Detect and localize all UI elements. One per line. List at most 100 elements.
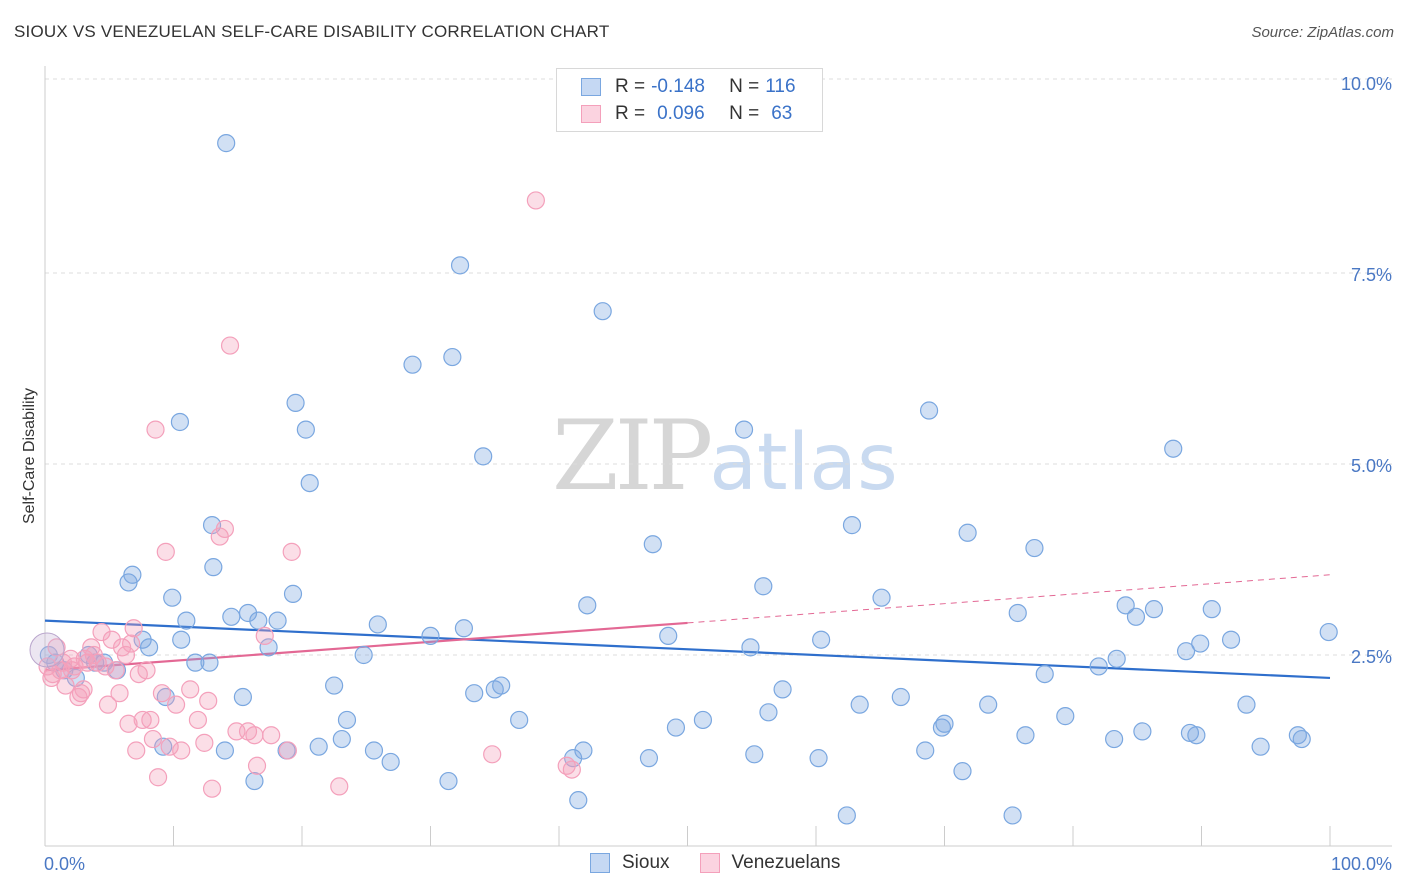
- point-sioux: [842, 516, 862, 535]
- point-venezuelans: [110, 684, 129, 703]
- series-legend: Sioux Venezuelans: [590, 852, 870, 874]
- point-sioux: [421, 626, 440, 646]
- tick-labels: 2.5% 5.0% 7.5% 10.0% 0.0% 100.0%: [44, 74, 1392, 874]
- point-sioux: [1221, 630, 1241, 649]
- point-sioux: [296, 420, 315, 439]
- point-sioux: [734, 420, 754, 439]
- point-sioux: [403, 355, 422, 374]
- chart-source: Source: ZipAtlas.com: [1251, 24, 1394, 41]
- point-sioux: [154, 737, 173, 756]
- point-sioux: [200, 653, 219, 672]
- point-venezuelans: [220, 336, 240, 355]
- point-sioux: [300, 474, 319, 493]
- point-sioux: [163, 588, 182, 607]
- point-sioux: [872, 588, 891, 607]
- point-venezuelans: [282, 542, 301, 561]
- data-points: [29, 134, 1338, 825]
- point-venezuelans: [199, 691, 218, 710]
- x-tick-label-max: 100.0%: [1331, 854, 1392, 874]
- point-venezuelans: [116, 645, 136, 665]
- legend-r-label: R =: [615, 103, 646, 124]
- point-sioux: [259, 638, 278, 657]
- point-sioux: [741, 638, 760, 657]
- point-venezuelans: [141, 710, 160, 730]
- legend-item-sioux[interactable]: Sioux: [590, 852, 670, 874]
- legend-item-venezuelans[interactable]: Venezuelans: [699, 852, 840, 874]
- point-venezuelans: [148, 768, 168, 787]
- point-venezuelans: [143, 729, 163, 749]
- point-sioux: [578, 596, 597, 615]
- point-sioux: [916, 741, 935, 760]
- point-sioux: [1107, 649, 1126, 668]
- point-sioux: [1191, 634, 1210, 653]
- legend-row-venezuelans: R = 0.096 N = 63: [581, 101, 792, 127]
- point-sioux: [1056, 707, 1075, 726]
- point-sioux: [1292, 729, 1311, 749]
- zipatlas-watermark: ZIPatlas: [552, 400, 898, 512]
- point-venezuelans: [98, 695, 118, 714]
- point-sioux: [1105, 729, 1124, 749]
- y-tick-label: 10.0%: [1341, 74, 1392, 94]
- point-sioux: [659, 626, 678, 646]
- point-venezuelans: [255, 626, 274, 646]
- point-sioux: [325, 676, 344, 695]
- grid-lines: [45, 78, 1392, 656]
- point-venezuelans: [78, 653, 97, 672]
- point-venezuelans: [137, 661, 156, 680]
- trend-extension-venezuelans: [687, 574, 1331, 624]
- legend-r-label: R =: [615, 76, 646, 97]
- y-tick-label: 2.5%: [1351, 647, 1392, 667]
- point-overlap-cluster: [29, 632, 65, 668]
- point-venezuelans: [106, 661, 125, 680]
- point-sioux: [268, 611, 287, 630]
- point-venezuelans: [166, 695, 186, 714]
- point-sioux: [1016, 726, 1035, 745]
- point-sioux: [754, 577, 773, 596]
- point-sioux: [1237, 695, 1256, 714]
- legend-n-value: 116: [765, 76, 796, 97]
- point-venezuelans: [330, 777, 349, 796]
- point-sioux: [1176, 642, 1196, 661]
- point-sioux: [1144, 600, 1164, 619]
- point-sioux: [850, 695, 869, 714]
- point-sioux: [1164, 439, 1183, 458]
- point-sioux: [643, 535, 662, 554]
- point-sioux: [123, 565, 142, 584]
- point-sioux: [1319, 622, 1338, 642]
- point-sioux: [222, 607, 241, 626]
- point-sioux: [639, 749, 659, 768]
- point-venezuelans: [195, 733, 214, 752]
- point-venezuelans: [62, 661, 82, 680]
- point-sioux: [1008, 603, 1027, 623]
- point-venezuelans: [278, 741, 297, 760]
- point-sioux: [919, 401, 939, 420]
- stats-legend: R = -0.148 N = 116 R = 0.096 N = 63: [556, 68, 823, 132]
- point-sioux: [215, 741, 234, 760]
- point-sioux: [510, 710, 529, 730]
- point-sioux: [666, 718, 686, 737]
- point-venezuelans: [133, 710, 152, 730]
- point-venezuelans: [127, 741, 146, 760]
- point-sioux: [935, 714, 954, 733]
- point-sioux: [337, 710, 357, 730]
- legend-swatch-sioux: [590, 853, 610, 873]
- legend-n-label: N =: [729, 76, 760, 97]
- point-sioux: [1202, 600, 1221, 619]
- point-venezuelans: [74, 680, 93, 699]
- point-sioux: [837, 806, 856, 825]
- point-sioux: [249, 611, 268, 630]
- legend-n-label: N =: [729, 103, 760, 124]
- point-sioux: [492, 676, 511, 695]
- point-venezuelans: [96, 657, 115, 676]
- point-sioux: [454, 619, 474, 638]
- point-sioux: [809, 749, 828, 768]
- trend-lines: [44, 574, 1331, 680]
- point-sioux: [439, 771, 458, 791]
- point-venezuelans: [121, 634, 141, 653]
- point-venezuelans: [245, 726, 264, 745]
- point-sioux: [139, 638, 159, 657]
- point-sioux: [574, 741, 593, 760]
- point-venezuelans: [152, 684, 172, 703]
- point-venezuelans: [483, 745, 502, 764]
- point-venezuelans: [215, 519, 234, 539]
